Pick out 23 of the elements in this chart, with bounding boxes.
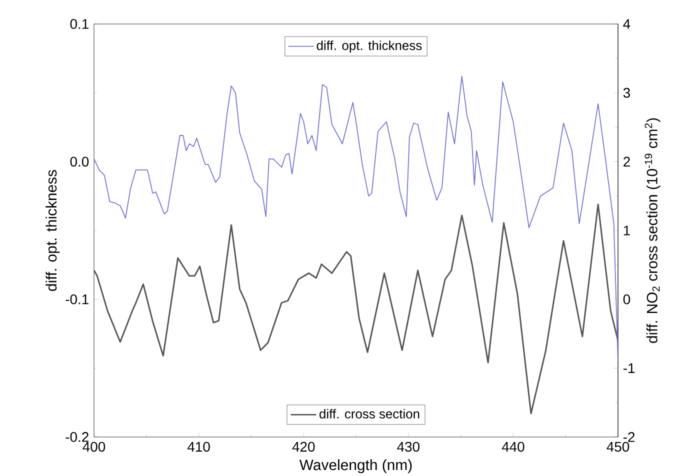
y2-tick-label: 4 bbox=[623, 19, 630, 29]
y2-tick-label: 2 bbox=[624, 156, 630, 167]
x-tick-label: 420 bbox=[292, 442, 315, 452]
x-tick-label: 440 bbox=[502, 442, 524, 452]
y2-tick-label: 3 bbox=[623, 88, 630, 98]
legend-label: diff. opt. thickness bbox=[316, 40, 422, 53]
x-axis-title: Wavelength (nm) bbox=[299, 459, 412, 474]
x-tick-label: 400 bbox=[82, 442, 106, 452]
legend-label: diff. cross section bbox=[320, 408, 420, 418]
line-series bbox=[94, 76, 618, 362]
x-tick-label: 450 bbox=[606, 442, 630, 452]
y-tick-label: -0.2 bbox=[66, 432, 88, 442]
y-axis-title: diff. opt. thickness bbox=[46, 170, 60, 291]
y-tick-label: 0.1 bbox=[70, 19, 88, 29]
x-tick-label: 430 bbox=[397, 442, 420, 452]
y2-tick-label: -2 bbox=[623, 432, 635, 442]
y-tick-label: 0.0 bbox=[70, 156, 89, 167]
y-tick-label: -0.1 bbox=[66, 294, 88, 304]
y2-tick-label: -1 bbox=[623, 363, 635, 373]
y2-tick-label: 1 bbox=[624, 226, 630, 236]
y2-tick-label: 0 bbox=[623, 294, 630, 304]
x-tick-label: 410 bbox=[187, 442, 210, 452]
y2-axis-title: diff. NO$_{2}$ cross section (10$^{-19}$ cm$^{2}$) bbox=[644, 118, 660, 343]
